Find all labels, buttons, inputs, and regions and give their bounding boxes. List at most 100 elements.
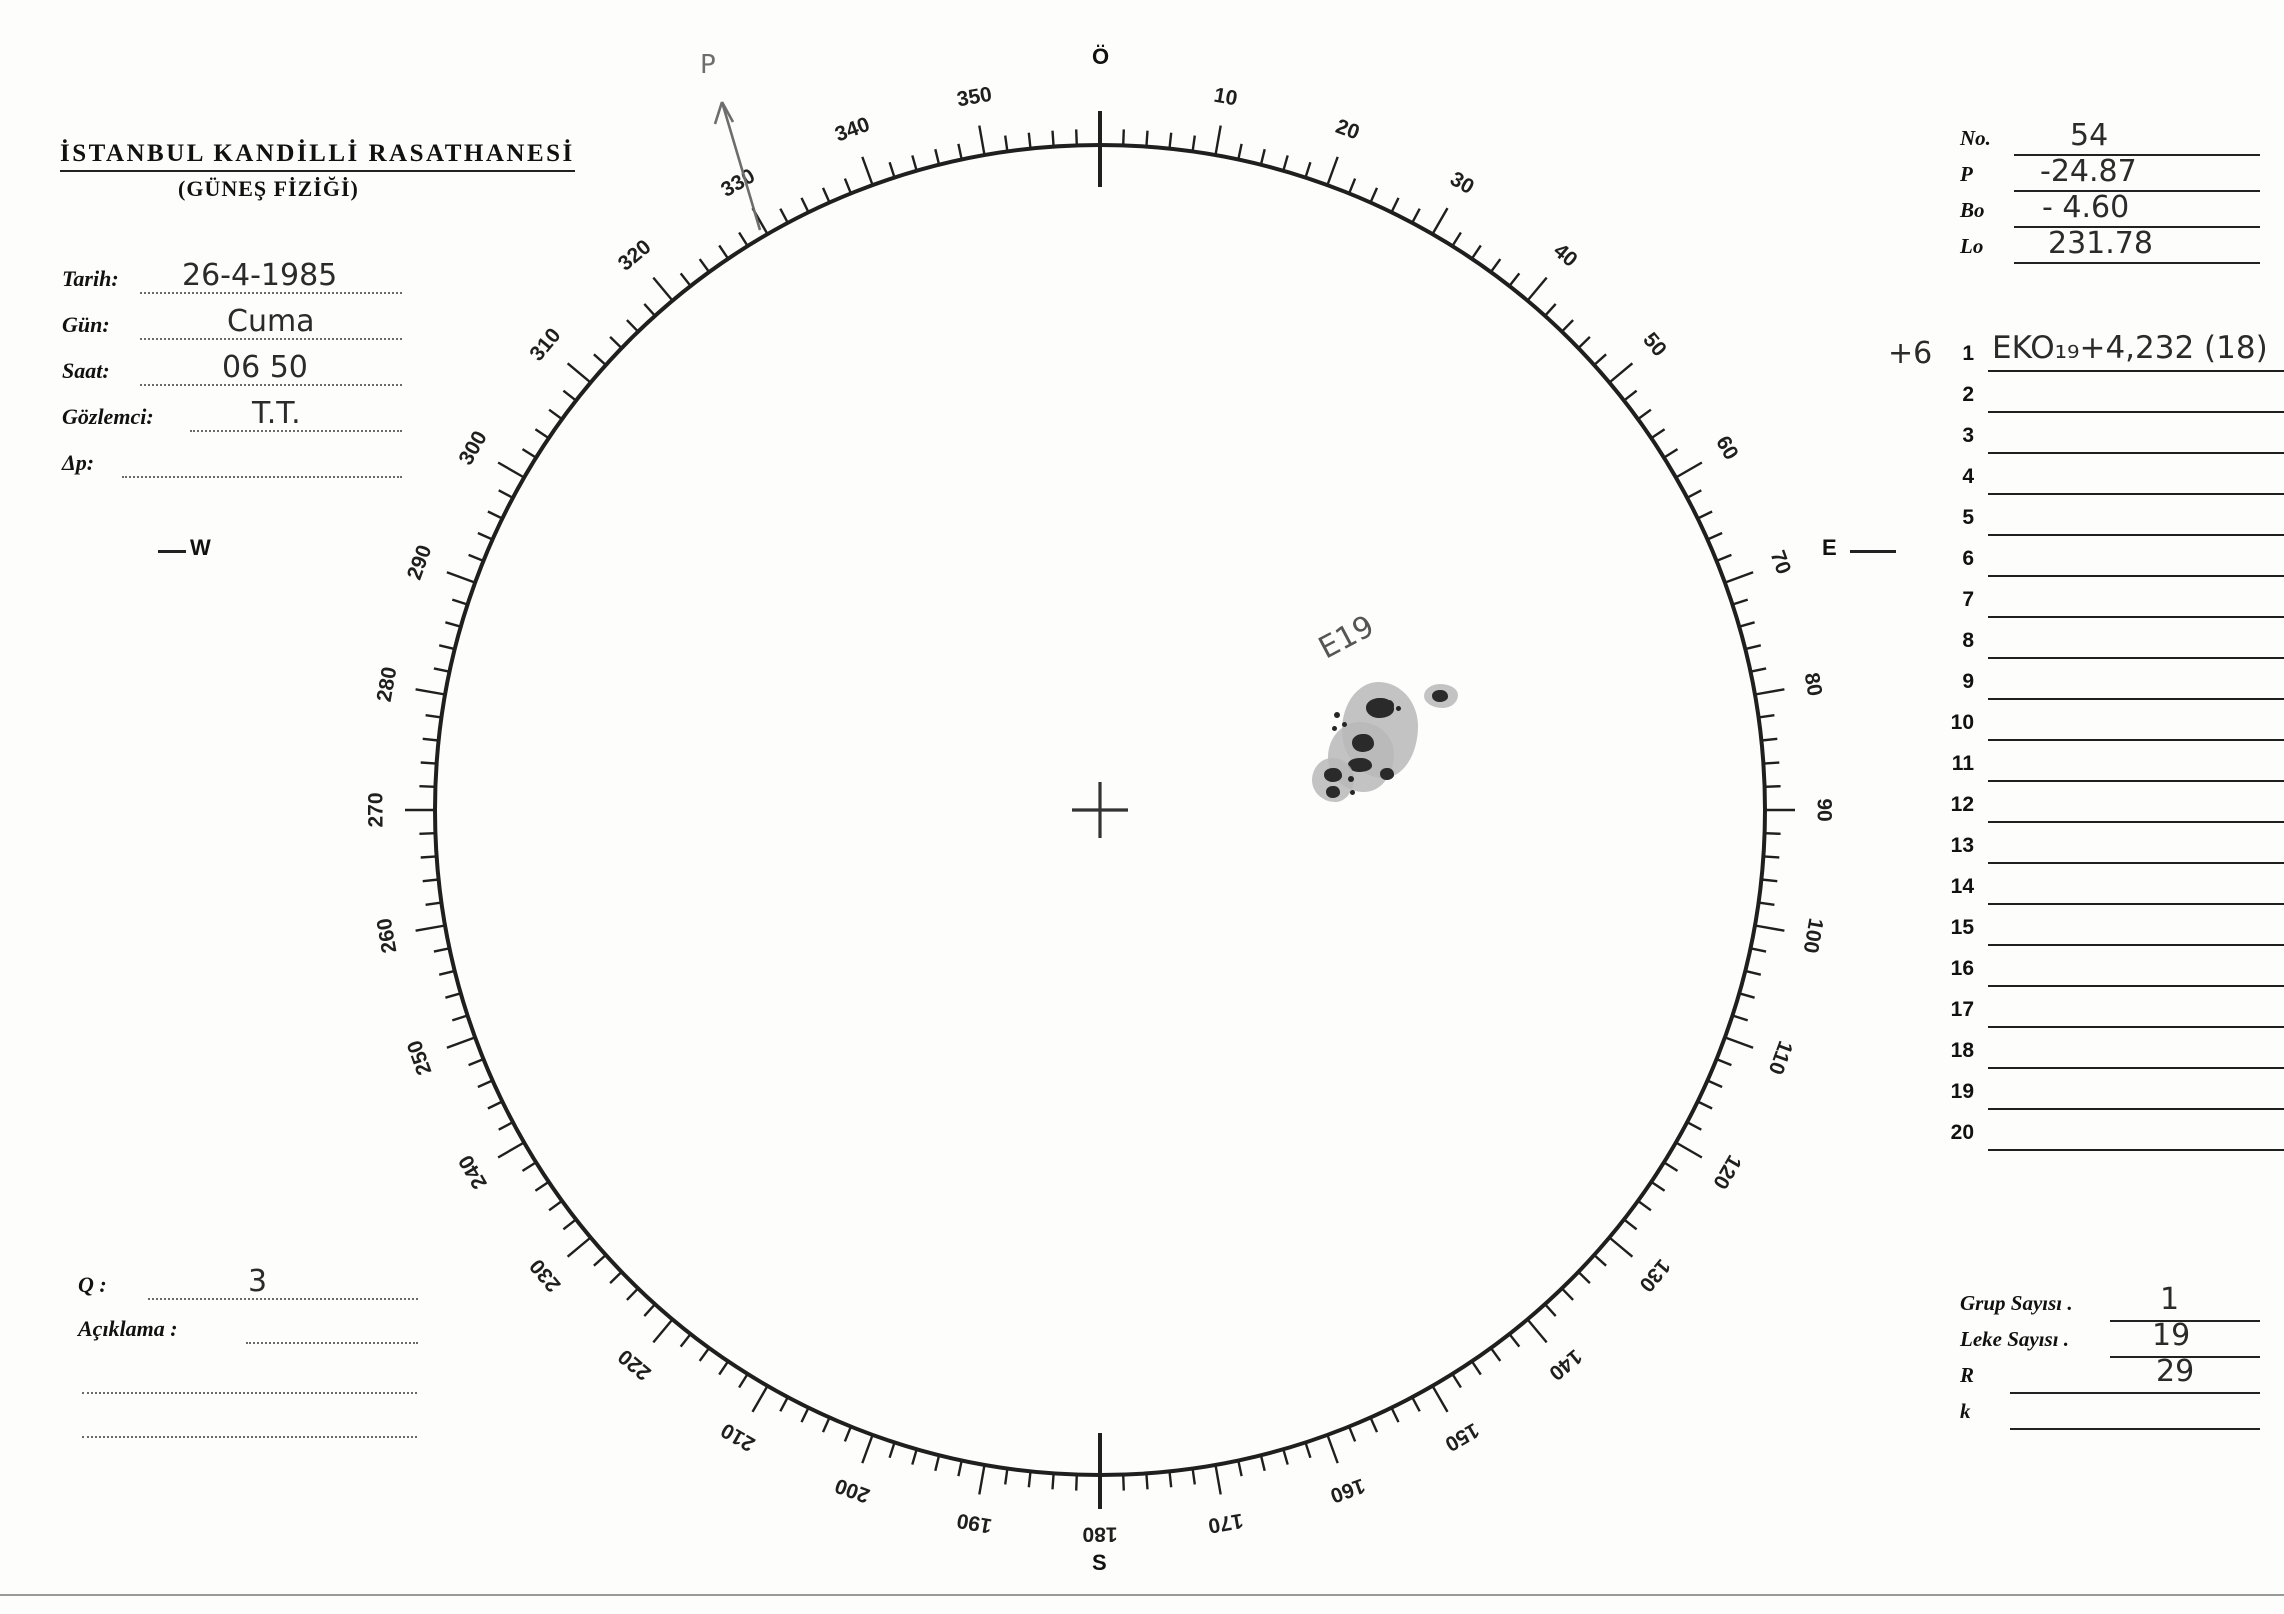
- entry-row: 12: [1940, 787, 2284, 828]
- param-p-value[interactable]: -24.87: [2040, 154, 2137, 189]
- cardinal-left-label: W: [190, 535, 211, 560]
- summary-r-value[interactable]: 29: [2156, 1354, 2195, 1389]
- param-no-value[interactable]: 54: [2070, 118, 2109, 153]
- pore-3: [1332, 726, 1337, 731]
- summary-grup-value[interactable]: 1: [2160, 1282, 2180, 1317]
- field-gun-value[interactable]: Cuma: [227, 304, 315, 339]
- center-crosshair: [1072, 782, 1128, 838]
- summary-k: k: [1960, 1396, 2260, 1432]
- degree-label: 340: [832, 113, 873, 147]
- degree-label: 190: [955, 1509, 994, 1538]
- degree-label: 90: [1812, 798, 1835, 821]
- field-gozlemci-label: Gözlemci:: [62, 404, 154, 429]
- entry-row: 13: [1940, 828, 2284, 869]
- degree-label: 230: [525, 1254, 565, 1296]
- summary-grup-label: Grup Sayısı .: [1960, 1291, 2073, 1315]
- param-bo-value[interactable]: - 4.60: [2042, 190, 2130, 225]
- field-saat: Saat: 06 50: [62, 350, 402, 394]
- degree-label: 30: [1446, 167, 1478, 199]
- field-delta-p-rule: [122, 476, 402, 478]
- param-lo-value[interactable]: 231.78: [2048, 226, 2153, 261]
- umbra-trailing-a: [1324, 768, 1342, 782]
- degree-label: 70: [1765, 547, 1795, 577]
- umbra-c: [1348, 758, 1372, 772]
- entry-index: 19: [1950, 1080, 1974, 1103]
- summary-k-rule: [2010, 1428, 2260, 1430]
- note-line-2[interactable]: [82, 1392, 417, 1394]
- entry-rule: [1988, 411, 2284, 413]
- degree-label: 110: [1764, 1038, 1797, 1078]
- summary-r: R 29: [1960, 1354, 2260, 1396]
- entry-rule: [1988, 534, 2284, 536]
- organization-subtitle: (GÜNEŞ FİZİĞİ): [178, 176, 359, 201]
- entry-index: 4: [1962, 465, 1974, 488]
- field-gun-rule: [140, 338, 402, 340]
- degree-label: 20: [1333, 115, 1363, 145]
- degree-label: 300: [454, 427, 491, 469]
- field-tarih: Tarih: 26-4-1985: [62, 258, 402, 302]
- entry-row: 20: [1940, 1115, 2284, 1156]
- param-p-rule: [2014, 190, 2260, 192]
- entry-index: 3: [1962, 424, 1974, 447]
- field-gun: Gün: Cuma: [62, 304, 402, 348]
- entry-value[interactable]: EKO₁₉+4,232 (18): [1992, 330, 2268, 366]
- field-saat-label: Saat:: [62, 358, 110, 383]
- degree-label: 50: [1638, 328, 1671, 361]
- entry-index: 13: [1950, 834, 1974, 857]
- pore-2: [1342, 722, 1347, 727]
- param-bo-label: Bo: [1960, 198, 1985, 222]
- degree-label: 170: [1206, 1509, 1245, 1538]
- param-p: P -24.87: [1960, 154, 2260, 194]
- summary-leke: Leke Sayısı . 19: [1960, 1318, 2260, 1360]
- entry-row: 1 EKO₁₉+4,232 (18): [1940, 330, 2284, 377]
- degree-label: 310: [525, 324, 565, 366]
- field-q: Q : 3: [78, 1264, 418, 1308]
- entry-row: 10: [1940, 705, 2284, 746]
- entry-index: 12: [1950, 793, 1974, 816]
- entry-rule: [1988, 1067, 2284, 1069]
- east-leader-dash: [1850, 550, 1896, 553]
- entry-rule: [1988, 616, 2284, 618]
- field-saat-rule: [140, 384, 402, 386]
- cardinal-bottom-label: S: [1092, 1550, 1107, 1575]
- note-line-3[interactable]: [82, 1436, 417, 1438]
- field-gozlemci-value[interactable]: T.T.: [252, 396, 301, 431]
- umbra-satellite: [1432, 690, 1448, 702]
- degree-label: 150: [1441, 1418, 1483, 1455]
- entry-index: 14: [1950, 875, 1974, 898]
- umbra-trailing-b: [1326, 786, 1340, 798]
- cardinal-top-label: Ö: [1092, 44, 1110, 69]
- entry-row: 3: [1940, 418, 2284, 459]
- umbra-d: [1380, 768, 1394, 780]
- footer-rule: [0, 1594, 2284, 1596]
- entry-index: 7: [1962, 588, 1974, 611]
- param-bo: Bo - 4.60: [1960, 190, 2260, 230]
- entry-rule: [1988, 1026, 2284, 1028]
- entry-row: 8: [1940, 623, 2284, 664]
- field-saat-value[interactable]: 06 50: [222, 350, 308, 385]
- summary-leke-value[interactable]: 19: [2152, 1318, 2191, 1353]
- entry-row: 2: [1940, 377, 2284, 418]
- degree-label: 200: [832, 1473, 873, 1507]
- entry-index: 11: [1951, 752, 1974, 775]
- pore-1: [1334, 712, 1340, 718]
- p-marker-label: P: [700, 50, 716, 80]
- pore-6: [1396, 706, 1401, 711]
- degree-label: 280: [373, 665, 402, 704]
- summary-r-label: R: [1960, 1363, 1975, 1387]
- entry-index: 20: [1950, 1121, 1974, 1144]
- field-tarih-value[interactable]: 26-4-1985: [182, 258, 338, 293]
- entry-rule: [1988, 862, 2284, 864]
- field-q-value[interactable]: 3: [248, 1264, 268, 1299]
- entry-row: 5: [1940, 500, 2284, 541]
- entry-rule: [1988, 903, 2284, 905]
- entry-rule: [1988, 370, 2284, 372]
- field-gozlemci: Gözlemci: T.T.: [62, 396, 402, 440]
- degree-label: 60: [1711, 432, 1743, 464]
- entry-index: 5: [1962, 506, 1974, 529]
- entry-rule: [1988, 575, 2284, 577]
- organization-title: İSTANBUL KANDİLLİ RASATHANESİ: [60, 140, 575, 172]
- param-bo-rule: [2014, 226, 2260, 228]
- entry-index: 15: [1950, 916, 1974, 939]
